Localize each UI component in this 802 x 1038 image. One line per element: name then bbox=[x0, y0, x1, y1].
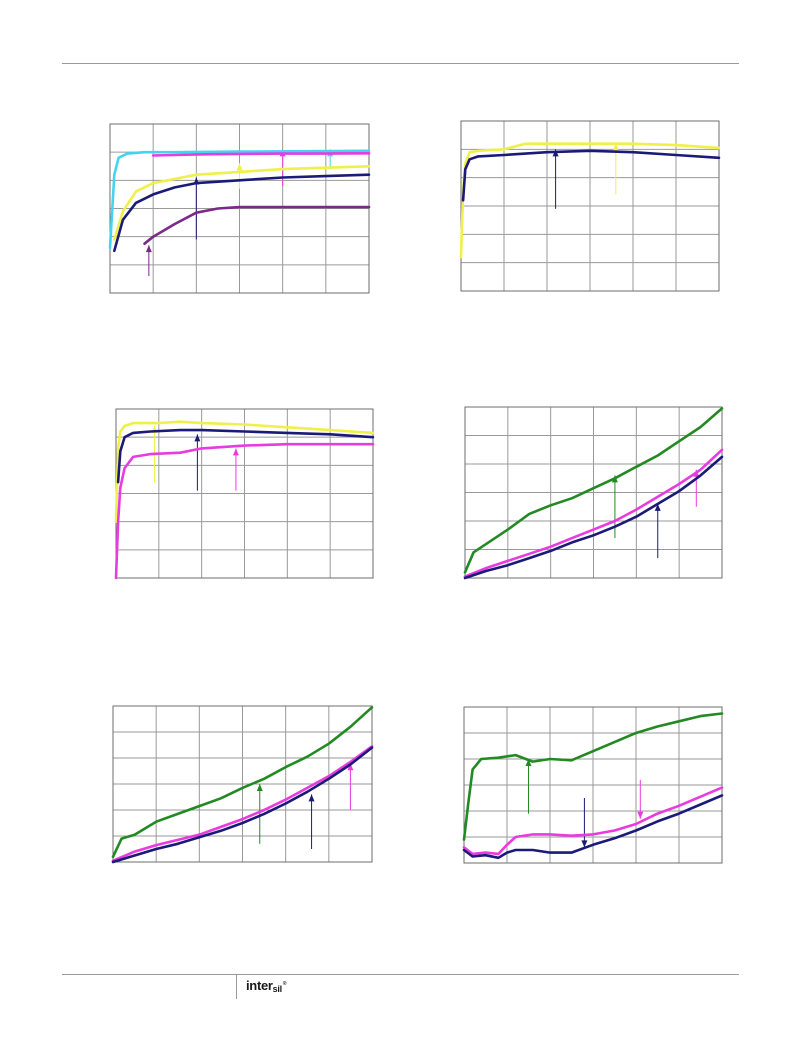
plot-frame bbox=[464, 406, 723, 579]
footer-rule bbox=[62, 974, 739, 975]
logo-sub-text: sil bbox=[272, 984, 282, 994]
logo-main-text: inter bbox=[246, 978, 273, 993]
chart-6 bbox=[462, 706, 724, 864]
annotation-arrowhead bbox=[145, 245, 152, 253]
series-line-yellow bbox=[113, 164, 371, 241]
series-line-green bbox=[463, 407, 724, 574]
chart-2 bbox=[459, 120, 721, 292]
series-line-navy bbox=[461, 149, 721, 202]
annotation-arrowhead bbox=[637, 811, 644, 819]
plot-frame bbox=[109, 123, 370, 294]
annotation-arrowhead bbox=[525, 759, 532, 766]
series-line-magenta bbox=[462, 786, 724, 856]
series-line-green bbox=[462, 712, 724, 841]
plot-frame bbox=[112, 705, 373, 863]
series-line-magenta bbox=[151, 151, 371, 157]
logo-trademark: ® bbox=[282, 981, 287, 987]
plot-frame bbox=[463, 706, 723, 864]
chart-3 bbox=[114, 408, 375, 580]
header-rule bbox=[62, 63, 739, 64]
chart-5 bbox=[111, 705, 374, 864]
series-line-magenta bbox=[114, 442, 375, 580]
annotation-arrowhead bbox=[347, 763, 354, 771]
series-line-navy bbox=[111, 746, 374, 864]
series-line-navy bbox=[462, 794, 724, 860]
annotation-arrowhead bbox=[256, 784, 263, 791]
annotation-arrowhead bbox=[194, 434, 201, 442]
series-line-yellow bbox=[114, 420, 375, 523]
series-line-purple bbox=[143, 205, 371, 245]
series-line-cyan bbox=[108, 149, 371, 250]
annotation-arrowhead bbox=[308, 794, 315, 802]
footer-separator bbox=[236, 975, 237, 999]
annotation-arrowhead bbox=[232, 448, 239, 456]
annotation-arrowhead bbox=[612, 143, 619, 151]
series-line-magenta bbox=[111, 744, 374, 862]
plot-frame bbox=[460, 120, 720, 292]
annotation-arrowhead bbox=[654, 503, 661, 511]
annotation-arrowhead bbox=[236, 163, 243, 171]
series-line-navy bbox=[463, 455, 724, 580]
chart-4 bbox=[463, 406, 724, 580]
annotation-arrowhead bbox=[581, 840, 588, 848]
series-line-magenta bbox=[463, 448, 724, 578]
series-line-navy bbox=[116, 428, 375, 484]
intersil-logo: intersil® bbox=[246, 978, 287, 994]
chart-1 bbox=[108, 123, 371, 294]
series-line-green bbox=[111, 705, 374, 859]
series-line-navy bbox=[113, 173, 371, 253]
